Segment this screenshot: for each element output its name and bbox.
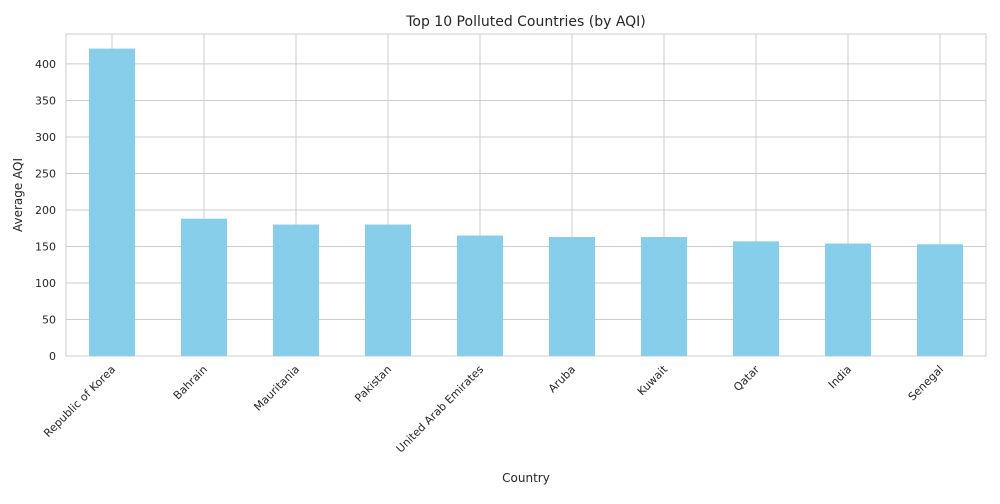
x-axis-label: Country <box>502 471 550 485</box>
x-tick-label: Mauritania <box>251 363 302 414</box>
y-tick-label: 300 <box>35 131 56 144</box>
bar <box>825 243 871 356</box>
bar <box>549 236 595 356</box>
y-tick-label: 0 <box>49 350 56 363</box>
bar <box>733 241 779 356</box>
bar <box>641 236 687 356</box>
bar <box>181 218 227 356</box>
bar <box>273 224 319 356</box>
y-tick-label: 400 <box>35 58 56 71</box>
bar <box>917 244 963 356</box>
bar <box>89 48 135 356</box>
bar <box>457 235 503 356</box>
x-tick-label: United Arab Emirates <box>394 363 487 456</box>
x-tick-label: Senegal <box>906 363 947 404</box>
x-tick-label: Kuwait <box>635 362 671 398</box>
y-tick-label: 100 <box>35 277 56 290</box>
bar <box>365 224 411 356</box>
y-tick-label: 350 <box>35 94 56 107</box>
y-tick-label: 250 <box>35 167 56 180</box>
chart-title: Top 10 Polluted Countries (by AQI) <box>405 14 646 30</box>
x-tick-label: Qatar <box>731 363 762 394</box>
y-axis-ticks: 0 50 100 150 200 250 300 350 400 <box>35 58 56 363</box>
y-tick-label: 200 <box>35 204 56 217</box>
bars <box>89 48 963 356</box>
y-axis-label: Average AQI <box>11 158 25 232</box>
x-tick-label: Bahrain <box>171 363 210 402</box>
y-tick-label: 50 <box>42 313 56 326</box>
x-tick-label: Republic of Korea <box>41 363 118 440</box>
y-tick-label: 150 <box>35 240 56 253</box>
x-tick-label: India <box>826 363 854 391</box>
x-axis-ticks: Republic of Korea Bahrain Mauritania Pakist… <box>41 362 946 455</box>
x-tick-label: Aruba <box>546 363 578 395</box>
x-tick-label: Pakistan <box>352 363 394 405</box>
